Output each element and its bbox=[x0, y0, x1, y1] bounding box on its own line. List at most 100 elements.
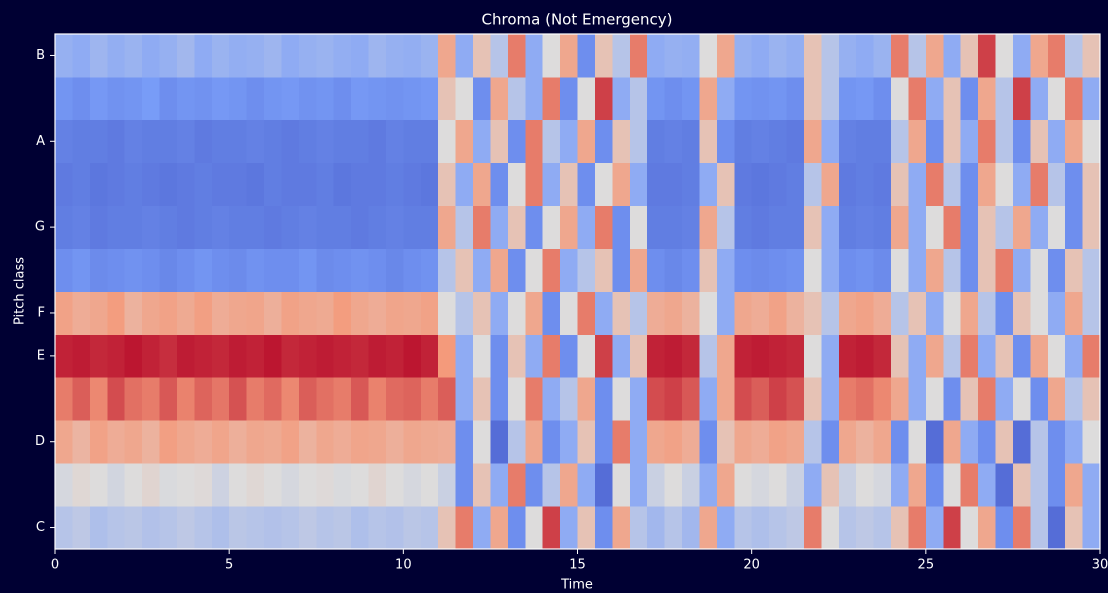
heatmap-cell bbox=[333, 119, 352, 164]
heatmap-cell bbox=[873, 34, 892, 78]
heatmap-cell bbox=[751, 76, 770, 121]
heatmap-cell bbox=[1065, 205, 1084, 249]
heatmap-cell bbox=[368, 248, 387, 292]
heatmap-cell bbox=[612, 119, 631, 164]
heatmap-cell bbox=[403, 463, 422, 507]
heatmap-cell bbox=[298, 248, 317, 292]
heatmap-cell bbox=[55, 334, 74, 378]
heatmap-cell bbox=[751, 377, 770, 421]
heatmap-cell bbox=[525, 119, 544, 164]
heatmap-cell bbox=[612, 291, 631, 335]
heatmap-cell bbox=[72, 119, 91, 164]
heatmap-cell bbox=[142, 119, 161, 164]
heatmap-cell bbox=[1082, 119, 1100, 164]
heatmap-cell bbox=[664, 248, 683, 292]
heatmap-cell bbox=[385, 34, 404, 78]
heatmap-cell bbox=[577, 162, 596, 207]
heatmap-cell bbox=[89, 248, 108, 292]
heatmap-cell bbox=[420, 463, 439, 507]
heatmap-cell bbox=[786, 205, 805, 249]
y-tick-label: D bbox=[35, 434, 45, 449]
heatmap-cell bbox=[229, 334, 248, 378]
heatmap-cell bbox=[438, 334, 457, 378]
heatmap-cell bbox=[351, 377, 370, 421]
heatmap-cell bbox=[734, 377, 753, 421]
heatmap-cell bbox=[211, 506, 230, 550]
heatmap-cell bbox=[194, 162, 213, 207]
heatmap-cell bbox=[891, 205, 910, 249]
heatmap-cell bbox=[368, 34, 387, 78]
heatmap-cell bbox=[473, 420, 492, 464]
heatmap-cell bbox=[142, 248, 161, 292]
heatmap-cell bbox=[594, 506, 613, 550]
heatmap-cell bbox=[978, 119, 997, 164]
heatmap-cell bbox=[1030, 506, 1049, 550]
heatmap-cell bbox=[89, 506, 108, 550]
heatmap-cell bbox=[142, 205, 161, 249]
chart-title: Chroma (Not Emergency) bbox=[482, 11, 673, 29]
heatmap-cell bbox=[1030, 34, 1049, 78]
heatmap-cell bbox=[438, 119, 457, 164]
heatmap-cell bbox=[821, 248, 840, 292]
heatmap-cell bbox=[594, 248, 613, 292]
heatmap-cell bbox=[525, 248, 544, 292]
heatmap-cell bbox=[734, 248, 753, 292]
heatmap-cell bbox=[943, 463, 962, 507]
heatmap-cell bbox=[960, 162, 979, 207]
heatmap-cell bbox=[908, 377, 927, 421]
heatmap-cell bbox=[1047, 377, 1066, 421]
heatmap-cell bbox=[351, 119, 370, 164]
heatmap-cell bbox=[211, 291, 230, 335]
heatmap-cell bbox=[699, 162, 718, 207]
heatmap-cell bbox=[1012, 377, 1031, 421]
heatmap-cell bbox=[316, 291, 335, 335]
heatmap-cell bbox=[978, 420, 997, 464]
heatmap-cell bbox=[925, 162, 944, 207]
heatmap-cell bbox=[1047, 76, 1066, 121]
heatmap-cell bbox=[194, 334, 213, 378]
heatmap-cell bbox=[176, 205, 195, 249]
heatmap-cell bbox=[385, 334, 404, 378]
heatmap-cell bbox=[194, 291, 213, 335]
heatmap-cell bbox=[699, 506, 718, 550]
heatmap-cell bbox=[769, 463, 788, 507]
heatmap-cell bbox=[281, 377, 300, 421]
heatmap-cell bbox=[142, 162, 161, 207]
heatmap-cell bbox=[455, 377, 474, 421]
heatmap-cell bbox=[873, 119, 892, 164]
heatmap-cell bbox=[943, 205, 962, 249]
heatmap-cell bbox=[560, 420, 579, 464]
heatmap-cell bbox=[856, 377, 875, 421]
heatmap-cell bbox=[682, 463, 701, 507]
heatmap-cell bbox=[856, 291, 875, 335]
heatmap-cell bbox=[89, 420, 108, 464]
heatmap-cell bbox=[124, 334, 143, 378]
heatmap-cell bbox=[525, 291, 544, 335]
heatmap-cell bbox=[438, 34, 457, 78]
heatmap-cell bbox=[891, 162, 910, 207]
heatmap-cell bbox=[490, 291, 509, 335]
heatmap-cell bbox=[995, 506, 1014, 550]
heatmap-cell bbox=[403, 119, 422, 164]
heatmap-cell bbox=[246, 420, 265, 464]
heatmap-cell bbox=[542, 205, 561, 249]
heatmap-cell bbox=[734, 420, 753, 464]
heatmap-cell bbox=[734, 463, 753, 507]
heatmap-cell bbox=[89, 76, 108, 121]
heatmap-cell bbox=[507, 162, 526, 207]
heatmap-cell bbox=[159, 119, 178, 164]
heatmap-cell bbox=[1065, 334, 1084, 378]
heatmap-cell bbox=[751, 420, 770, 464]
heatmap-cell bbox=[246, 76, 265, 121]
heatmap-cell bbox=[1082, 506, 1100, 550]
heatmap-cell bbox=[438, 291, 457, 335]
heatmap-cell bbox=[716, 291, 735, 335]
heatmap-cell bbox=[682, 76, 701, 121]
heatmap-cell bbox=[751, 248, 770, 292]
heatmap-cell bbox=[124, 119, 143, 164]
heatmap-cell bbox=[978, 506, 997, 550]
heatmap-cell bbox=[856, 334, 875, 378]
heatmap-cell bbox=[1047, 463, 1066, 507]
heatmap-cell bbox=[943, 76, 962, 121]
heatmap-cell bbox=[560, 334, 579, 378]
